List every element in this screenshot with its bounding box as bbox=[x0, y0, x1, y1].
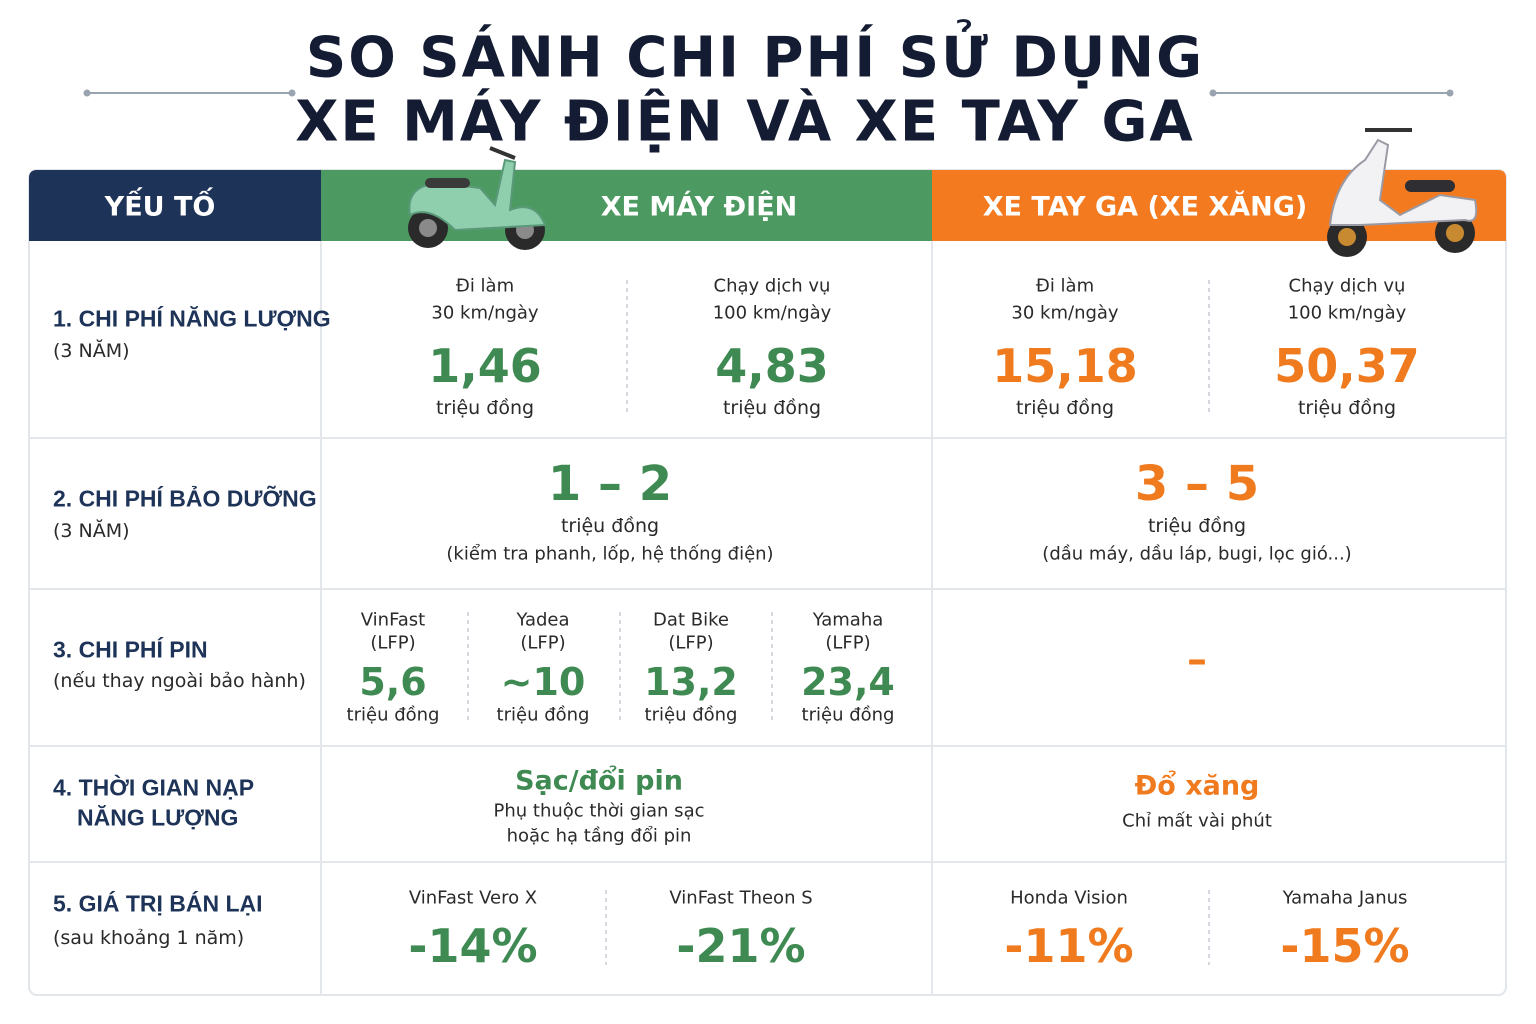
distance: 30 km/ngày bbox=[431, 302, 539, 324]
detail: (dầu máy, dầu láp, bugi, lọc gió...) bbox=[1042, 543, 1352, 565]
cost-value: 23,4 bbox=[801, 660, 895, 704]
battery-type: (LFP) bbox=[668, 632, 714, 654]
cost-value: 4,83 bbox=[715, 339, 829, 393]
model: VinFast Vero X bbox=[408, 887, 538, 909]
unit: triệu đồng bbox=[435, 397, 535, 419]
usage: Đi làm bbox=[455, 275, 515, 297]
unit: triệu đồng bbox=[801, 704, 895, 726]
not-applicable: – bbox=[1187, 637, 1207, 683]
model: Yamaha Janus bbox=[1282, 887, 1408, 909]
unit: triệu đồng bbox=[722, 397, 822, 419]
cost-value: 15,18 bbox=[992, 339, 1138, 393]
row-label: 3. CHI PHÍ PIN bbox=[53, 636, 208, 663]
title-line: XE MÁY ĐIỆN VÀ XE TAY GA bbox=[295, 89, 1195, 155]
title-line: SO SÁNH CHI PHÍ SỬ DỤNG bbox=[305, 25, 1205, 91]
row-label: 4. THỜI GIAN NẠP bbox=[53, 774, 255, 801]
row-note: (nếu thay ngoài bảo hành) bbox=[53, 670, 306, 692]
unit: triệu đồng bbox=[560, 515, 660, 537]
row-label: 1. CHI PHÍ NĂNG LƯỢNG bbox=[53, 305, 331, 332]
cost-value: 50,37 bbox=[1274, 339, 1420, 393]
unit: triệu đồng bbox=[644, 704, 738, 726]
unit: triệu đồng bbox=[496, 704, 590, 726]
electric-scooter-icon bbox=[408, 146, 547, 250]
row-label: 2. CHI PHÍ BẢO DƯỠNG bbox=[53, 485, 317, 512]
row-dividers bbox=[29, 241, 1506, 995]
distance: 100 km/ngày bbox=[712, 302, 832, 324]
method: Sạc/đổi pin bbox=[515, 765, 683, 797]
decor-dot bbox=[83, 89, 91, 97]
brand: Dat Bike bbox=[653, 609, 729, 631]
cost-value: ~10 bbox=[500, 660, 586, 704]
depreciation: -15% bbox=[1280, 919, 1410, 973]
gas-scooter-icon bbox=[1327, 128, 1478, 257]
usage: Chạy dịch vụ bbox=[713, 275, 831, 297]
detail: (kiểm tra phanh, lốp, hệ thống điện) bbox=[446, 543, 774, 565]
decor-dot bbox=[1446, 89, 1454, 97]
unit: triệu đồng bbox=[346, 704, 440, 726]
cost-value: 1,46 bbox=[428, 339, 542, 393]
cost-value: 3 – 5 bbox=[1134, 456, 1260, 512]
unit: triệu đồng bbox=[1147, 515, 1247, 537]
unit: triệu đồng bbox=[1015, 397, 1115, 419]
method: Đổ xăng bbox=[1134, 770, 1260, 802]
usage: Đi làm bbox=[1035, 275, 1095, 297]
row-note: (3 NĂM) bbox=[53, 520, 130, 542]
brand: VinFast bbox=[360, 609, 426, 631]
brand: Yadea bbox=[516, 609, 570, 631]
battery-type: (LFP) bbox=[370, 632, 416, 654]
row-note: (sau khoảng 1 năm) bbox=[53, 927, 245, 949]
distance: 100 km/ngày bbox=[1287, 302, 1407, 324]
model: VinFast Theon S bbox=[669, 887, 813, 909]
decor-dot bbox=[288, 89, 296, 97]
battery-type: (LFP) bbox=[520, 632, 566, 654]
cell-dividers bbox=[467, 280, 1210, 965]
unit: triệu đồng bbox=[1297, 397, 1397, 419]
detail: hoặc hạ tầng đổi pin bbox=[506, 825, 692, 847]
header-factor bbox=[29, 170, 321, 241]
detail: Chỉ mất vài phút bbox=[1122, 810, 1272, 832]
depreciation: -11% bbox=[1004, 919, 1134, 973]
row-label: 5. GIÁ TRỊ BÁN LẠI bbox=[53, 890, 263, 917]
cost-value: 13,2 bbox=[644, 660, 738, 704]
depreciation: -21% bbox=[676, 919, 806, 973]
header-label: YẾU TỐ bbox=[104, 191, 216, 223]
depreciation: -14% bbox=[408, 919, 538, 973]
model: Honda Vision bbox=[1010, 887, 1128, 909]
brand: Yamaha bbox=[812, 609, 884, 631]
cost-value: 5,6 bbox=[359, 660, 427, 704]
battery-type: (LFP) bbox=[825, 632, 871, 654]
header-label: XE MÁY ĐIỆN bbox=[600, 191, 798, 223]
header-label: XE TAY GA (XE XĂNG) bbox=[982, 191, 1308, 223]
cost-value: 1 – 2 bbox=[547, 456, 673, 512]
detail: Phụ thuộc thời gian sạc bbox=[493, 800, 705, 822]
distance: 30 km/ngày bbox=[1011, 302, 1119, 324]
decor-dot bbox=[1209, 89, 1217, 97]
row-label: NĂNG LƯỢNG bbox=[77, 804, 239, 831]
usage: Chạy dịch vụ bbox=[1288, 275, 1406, 297]
row-note: (3 NĂM) bbox=[53, 340, 130, 362]
